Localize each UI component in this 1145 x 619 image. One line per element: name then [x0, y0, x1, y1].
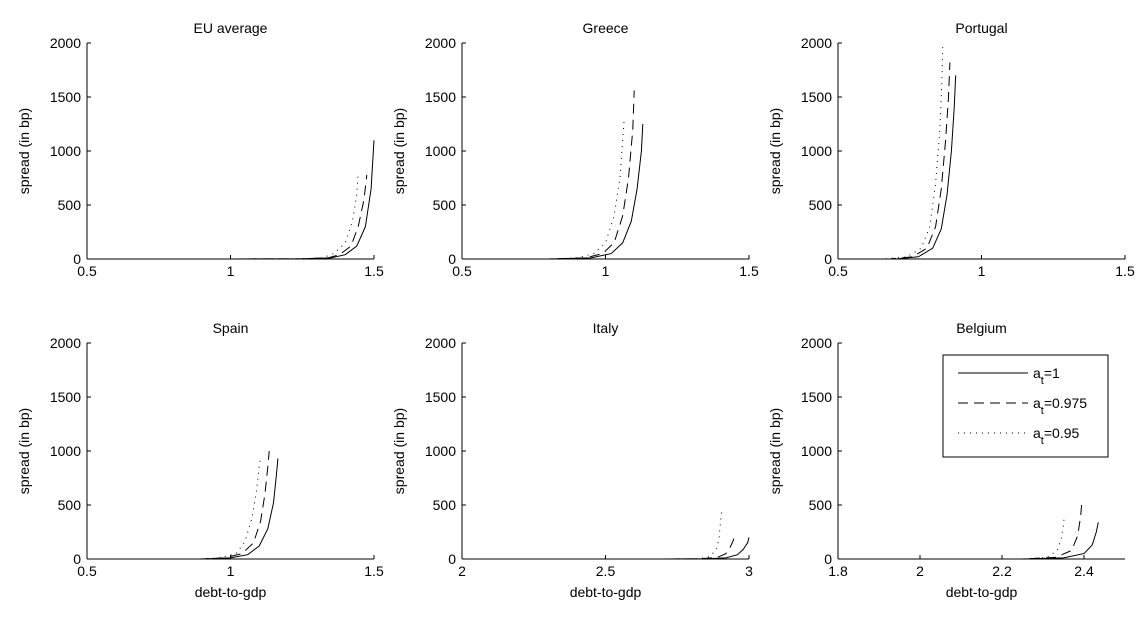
series-line-dotted [462, 510, 723, 560]
y-tick-label: 2000 [425, 335, 456, 351]
legend-label: at=0.975 [1033, 395, 1087, 417]
series-line-dotted [838, 515, 1065, 560]
panel-eu-average: 0 500 1000 1500 2000 0.5 1 1.5 EU average spread … [16, 20, 384, 279]
y-tick-label: 2000 [801, 335, 832, 351]
series-line-dotted [87, 456, 262, 560]
y-tick-label: 1000 [425, 143, 456, 159]
panel-italy: 0 500 1000 1500 2000 2 2.5 3 Italy spread (in bp)… [391, 320, 753, 600]
x-tick-label: 1.5 [364, 263, 384, 279]
y-tick-label: 0 [448, 551, 456, 567]
x-tick-label: 1 [227, 263, 235, 279]
y-tick-label: 1500 [801, 89, 832, 105]
x-tick-label: 3 [745, 563, 753, 579]
x-tick-label: 1.5 [1115, 263, 1135, 279]
x-tick-label: 2 [458, 563, 466, 579]
y-tick-label: 1000 [50, 143, 81, 159]
y-tick-label: 1000 [801, 443, 832, 459]
y-tick-label: 1500 [425, 89, 456, 105]
series-line-dashed [462, 90, 635, 260]
x-tick-label: 0.5 [77, 563, 97, 579]
y-tick-label: 1500 [801, 389, 832, 405]
y-tick-label: 0 [73, 251, 81, 267]
x-tick-label: 1 [978, 263, 986, 279]
series-line-dotted [462, 118, 625, 260]
legend-label: at=1 [1033, 365, 1060, 387]
y-tick-label: 500 [58, 497, 82, 513]
y-tick-label: 1500 [50, 389, 81, 405]
x-axis-label: debt-to-gdp [195, 584, 267, 600]
x-tick-label: 1.8 [828, 563, 848, 579]
series-line-dashed [838, 499, 1083, 560]
y-tick-label: 0 [824, 251, 832, 267]
y-tick-label: 500 [809, 497, 833, 513]
y-axis-label: spread (in bp) [767, 408, 783, 494]
series-line-solid [838, 522, 1099, 560]
x-tick-label: 2.4 [1074, 563, 1094, 579]
panel-spain: 0 500 1000 1500 2000 0.5 1 1.5 Spain spread (in b… [16, 320, 384, 600]
panel-title: Portugal [955, 20, 1007, 36]
x-axis-label: debt-to-gdp [570, 584, 642, 600]
y-tick-label: 0 [448, 251, 456, 267]
panel-title: Spain [213, 320, 249, 336]
y-tick-label: 1000 [801, 143, 832, 159]
y-tick-label: 2000 [50, 335, 81, 351]
y-tick-label: 1000 [50, 443, 81, 459]
panel-portugal: 0 500 1000 1500 2000 0.5 1 1.5 Portugal spread (i… [767, 20, 1135, 279]
y-tick-label: 500 [433, 197, 457, 213]
x-tick-label: 0.5 [828, 263, 848, 279]
y-axis-label: spread (in bp) [16, 108, 32, 194]
series-line-solid [87, 458, 279, 560]
series-line-dashed [462, 535, 736, 560]
legend: at=1 at=0.975 at=0.95 [942, 354, 1109, 458]
y-axis-label: spread (in bp) [391, 108, 407, 194]
y-tick-label: 1500 [50, 89, 81, 105]
y-tick-label: 2000 [425, 35, 456, 51]
x-tick-label: 2.5 [596, 563, 616, 579]
panel-title: EU average [194, 20, 268, 36]
series-line-dotted [838, 42, 944, 260]
x-tick-label: 1.5 [364, 563, 384, 579]
panel-title: Italy [593, 320, 619, 336]
y-tick-label: 500 [433, 497, 457, 513]
panel-title: Belgium [956, 320, 1007, 336]
series-line-solid [838, 75, 957, 260]
y-tick-label: 0 [73, 551, 81, 567]
x-tick-label: 1.5 [739, 263, 759, 279]
x-tick-label: 1 [602, 263, 610, 279]
x-tick-label: 2.2 [992, 563, 1012, 579]
y-tick-label: 500 [58, 197, 82, 213]
y-tick-label: 2000 [801, 35, 832, 51]
y-tick-label: 1500 [425, 389, 456, 405]
series-line-dashed [838, 62, 951, 260]
legend-box [942, 354, 1109, 458]
x-axis-label: debt-to-gdp [946, 584, 1018, 600]
series-line-solid [87, 140, 375, 260]
series-line-dotted [87, 172, 359, 260]
panel-belgium: 0 500 1000 1500 2000 1.8 2 2.2 2.4 Belgium spread … [767, 320, 1125, 600]
series-line-dashed [87, 450, 270, 560]
x-tick-label: 2 [916, 563, 924, 579]
y-tick-label: 2000 [50, 35, 81, 51]
x-tick-label: 0.5 [452, 263, 472, 279]
y-axis-label: spread (in bp) [16, 408, 32, 494]
x-tick-label: 1 [227, 563, 235, 579]
y-axis-label: spread (in bp) [767, 108, 783, 194]
series-line-dashed [87, 174, 368, 260]
panel-greece: 0 500 1000 1500 2000 0.5 1 1.5 Greece spread (in … [391, 20, 759, 279]
y-tick-label: 500 [809, 197, 833, 213]
panel-title: Greece [583, 20, 629, 36]
x-tick-label: 0.5 [77, 263, 97, 279]
legend-label: at=0.95 [1033, 425, 1079, 447]
y-tick-label: 0 [824, 551, 832, 567]
y-tick-label: 1000 [425, 443, 456, 459]
y-axis-label: spread (in bp) [391, 408, 407, 494]
